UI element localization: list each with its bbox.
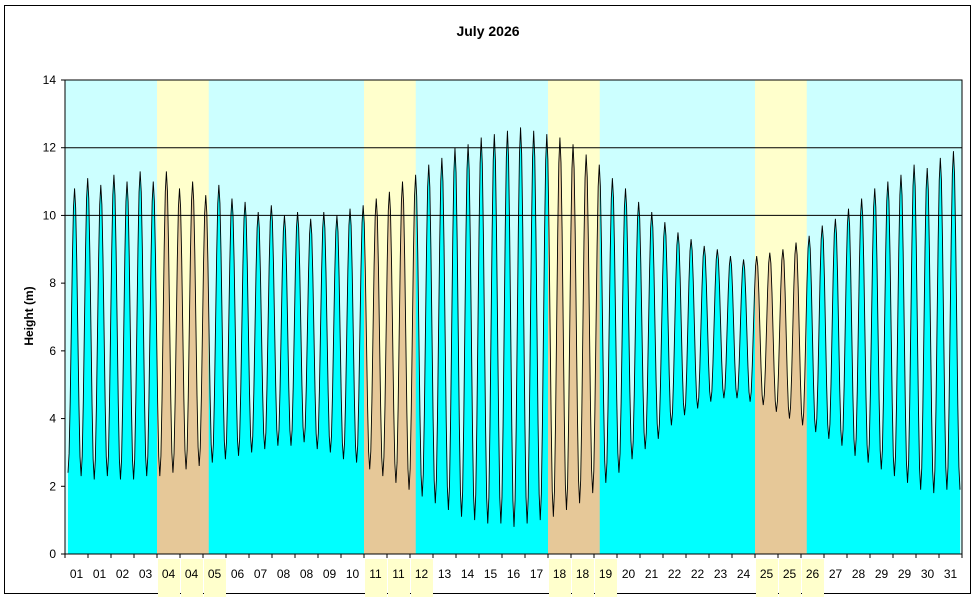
x-tick-label: 10 — [346, 567, 360, 581]
x-tick-label: 04 — [185, 567, 199, 581]
x-tick-label: 18 — [553, 567, 567, 581]
x-tick-label: 29 — [875, 567, 889, 581]
tide-curve — [67, 127, 961, 527]
tide-area — [68, 127, 960, 555]
x-tick-highlight — [365, 559, 387, 597]
x-tick-label: 16 — [507, 567, 521, 581]
axes — [61, 79, 963, 558]
x-tick-label: 01 — [70, 567, 84, 581]
x-tick-label: 08 — [277, 567, 291, 581]
x-tick-label: 03 — [139, 567, 153, 581]
x-tick-label: 06 — [231, 567, 245, 581]
tide-fill — [68, 127, 960, 555]
x-tick-label: 28 — [852, 567, 866, 581]
x-tick-highlight — [572, 559, 594, 597]
y-tick-label: 8 — [49, 276, 56, 290]
x-tick-label: 31 — [944, 567, 958, 581]
x-tick-label: 05 — [208, 567, 222, 581]
x-tick-highlight — [158, 559, 180, 597]
x-tick-highlight — [181, 559, 203, 597]
x-tick-label: 29 — [898, 567, 912, 581]
x-tick-label: 13 — [438, 567, 452, 581]
x-tick-label: 22 — [691, 567, 705, 581]
x-tick-label: 01 — [93, 567, 107, 581]
gridlines — [65, 147, 962, 216]
y-tick-label: 4 — [49, 412, 56, 426]
x-tick-label: 20 — [622, 567, 636, 581]
x-tick-label: 30 — [921, 567, 935, 581]
x-tick-label: 14 — [461, 567, 475, 581]
x-tick-label: 25 — [760, 567, 774, 581]
y-tick-label: 12 — [43, 141, 57, 155]
x-tick-highlight — [204, 559, 226, 597]
x-tick-label: 25 — [783, 567, 797, 581]
y-tick-label: 0 — [49, 547, 56, 561]
y-tick-label: 14 — [43, 73, 57, 87]
x-tick-label: 27 — [829, 567, 843, 581]
chart-title: July 2026 — [456, 23, 519, 39]
x-tick-highlight — [802, 559, 824, 597]
x-tick-label: 21 — [645, 567, 659, 581]
x-tick-label: 15 — [484, 567, 498, 581]
x-tick-label: 11 — [369, 567, 382, 581]
x-tick-highlight — [779, 559, 801, 597]
y-axis-label: Height (m) — [22, 286, 36, 345]
y-tick-label: 2 — [49, 479, 56, 493]
tide-line — [67, 127, 961, 527]
y-tick-labels: 0 2 4 6 8 10 12 14 — [43, 73, 57, 561]
x-tick-label: 04 — [162, 567, 176, 581]
x-tick-labels: 01 01 02 03 04 04 05 06 07 08 08 09 10 11 11 12 13 14 15 16… — [70, 559, 958, 597]
plot-border — [64, 79, 963, 555]
x-tick-label: 02 — [116, 567, 130, 581]
x-tick-label: 26 — [806, 567, 820, 581]
y-tick-label: 6 — [49, 344, 56, 358]
x-tick-highlight — [756, 559, 778, 597]
x-tick-highlight — [388, 559, 410, 597]
x-tick-label: 09 — [323, 567, 337, 581]
x-tick-highlight — [411, 559, 433, 597]
x-tick-label: 08 — [300, 567, 314, 581]
x-tick-label: 17 — [530, 567, 544, 581]
x-tick-label: 22 — [668, 567, 682, 581]
x-tick-label: 23 — [714, 567, 728, 581]
x-tick-highlight — [549, 559, 571, 597]
x-tick-label: 18 — [576, 567, 590, 581]
x-tick-label: 12 — [415, 567, 429, 581]
x-tick-label: 19 — [599, 567, 613, 581]
x-tick-label: 07 — [254, 567, 268, 581]
x-tick-highlight — [595, 559, 617, 597]
y-tick-label: 10 — [43, 208, 57, 222]
x-tick-label: 11 — [392, 567, 405, 581]
x-tick-label: 24 — [737, 567, 751, 581]
